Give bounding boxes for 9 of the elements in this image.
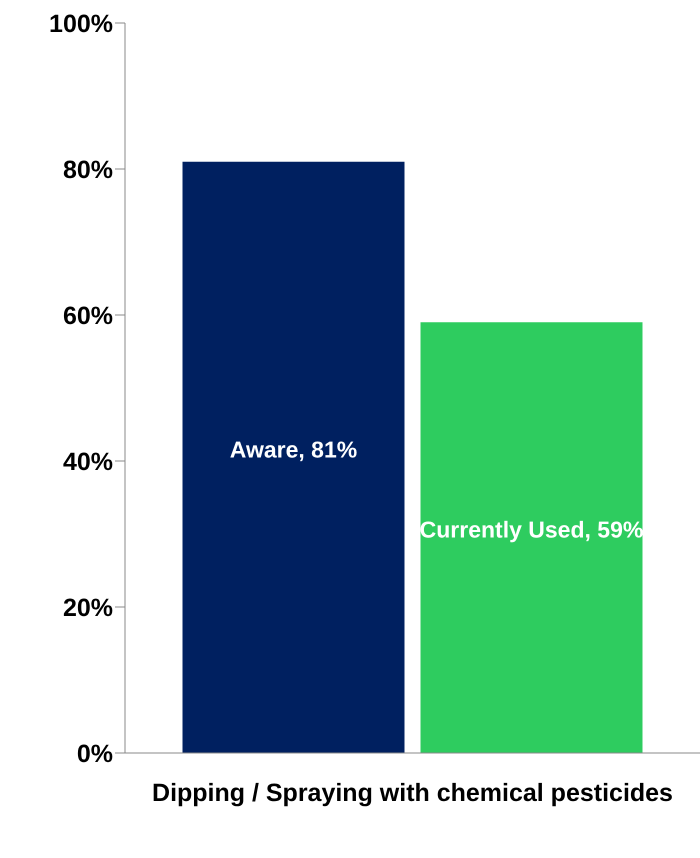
y-tick-label: 60% <box>62 302 113 330</box>
y-tick-label: 20% <box>62 594 113 622</box>
y-tick-label: 80% <box>62 156 113 184</box>
y-tick-label: 100% <box>49 10 113 38</box>
data-label: Aware, 81% <box>230 436 358 462</box>
y-tick-label: 0% <box>76 740 113 768</box>
y-tick-label: 40% <box>62 448 113 476</box>
data-label: Currently Used, 59% <box>420 516 644 543</box>
x-tick-label: Dipping / Spraying with chemical pesticides <box>152 778 673 807</box>
